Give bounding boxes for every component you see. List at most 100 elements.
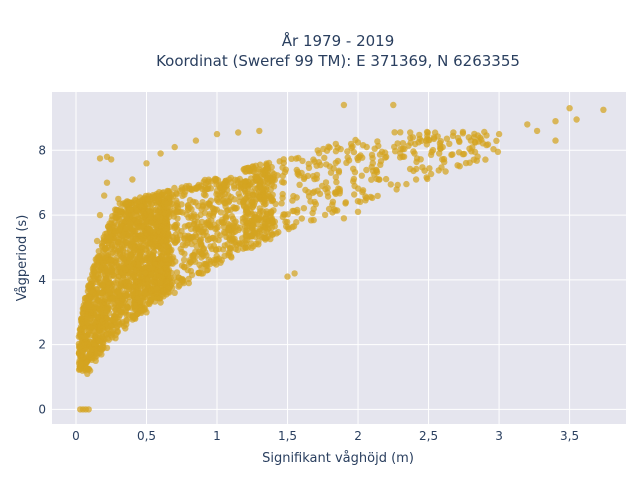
data-point <box>121 290 128 297</box>
data-point <box>358 172 365 179</box>
data-point <box>116 312 124 319</box>
data-point <box>247 175 255 182</box>
data-point <box>198 251 206 258</box>
data-point <box>187 186 194 193</box>
data-point <box>85 406 92 413</box>
data-point <box>293 219 300 226</box>
data-point <box>375 176 382 183</box>
data-point <box>600 106 607 114</box>
data-point <box>139 209 147 216</box>
chart-title-line-1: År 1979 - 2019 <box>282 31 395 50</box>
data-point <box>439 143 446 151</box>
data-point <box>438 164 445 171</box>
data-point <box>166 203 174 210</box>
data-point <box>143 230 151 237</box>
data-point <box>304 172 311 180</box>
data-point <box>396 154 404 161</box>
data-point <box>305 160 312 168</box>
data-point <box>377 158 385 165</box>
data-point <box>80 302 88 309</box>
data-point <box>117 282 124 290</box>
data-point <box>268 231 276 238</box>
data-point <box>221 252 228 260</box>
data-point <box>524 121 531 128</box>
data-point <box>86 309 94 316</box>
data-point <box>199 229 207 236</box>
data-point <box>373 169 381 176</box>
data-point <box>342 200 349 207</box>
data-point <box>374 192 381 200</box>
data-point <box>114 213 121 221</box>
data-point <box>359 187 367 194</box>
data-point <box>242 227 249 235</box>
y-axis-title: Vågperiod (s) <box>15 215 30 302</box>
data-point <box>149 191 157 199</box>
data-point <box>470 156 477 163</box>
data-point <box>456 163 463 170</box>
data-point <box>305 193 313 200</box>
data-point <box>310 216 317 224</box>
data-point <box>119 319 126 326</box>
data-point <box>242 237 249 245</box>
data-point <box>300 205 308 212</box>
data-point <box>141 289 148 297</box>
data-point <box>421 167 428 174</box>
data-point <box>108 241 116 249</box>
data-point <box>159 189 166 197</box>
data-point <box>134 295 141 303</box>
data-point <box>263 228 270 235</box>
data-point <box>363 166 370 174</box>
data-point <box>172 238 179 246</box>
data-point <box>430 134 438 141</box>
data-point <box>85 328 92 335</box>
data-point <box>111 229 118 237</box>
x-tick-labels: 0 0,5 1 1,5 2 2,5 3 3,5 <box>72 429 579 443</box>
data-point <box>100 247 107 255</box>
data-point <box>178 201 185 208</box>
data-point <box>232 228 239 235</box>
data-point <box>289 207 296 215</box>
data-point <box>462 159 470 167</box>
data-point <box>225 226 232 233</box>
data-point <box>221 179 229 187</box>
data-point <box>177 208 184 216</box>
data-point <box>89 271 96 278</box>
data-point <box>226 244 234 251</box>
data-point <box>220 196 227 203</box>
data-point <box>162 217 169 225</box>
data-point <box>131 254 138 261</box>
data-point <box>321 211 329 219</box>
data-point <box>483 132 490 139</box>
data-point <box>344 148 351 155</box>
data-point <box>228 254 235 261</box>
data-point <box>161 256 169 263</box>
data-point <box>104 268 111 275</box>
data-point <box>459 128 467 136</box>
data-point <box>163 278 170 285</box>
x-tick-label: 0,5 <box>137 429 156 443</box>
data-point <box>533 127 541 135</box>
data-point <box>126 277 133 285</box>
data-point <box>310 156 317 163</box>
data-point <box>412 176 420 183</box>
data-point <box>185 279 192 287</box>
data-point <box>431 129 439 136</box>
data-point <box>210 242 218 249</box>
data-point <box>469 144 476 151</box>
data-point <box>471 148 479 156</box>
data-point <box>122 325 129 332</box>
data-point <box>200 178 207 185</box>
data-point <box>263 192 270 200</box>
data-point <box>150 252 157 260</box>
data-point <box>245 217 253 224</box>
data-point <box>111 263 118 271</box>
data-point <box>125 283 132 290</box>
data-point <box>190 198 197 205</box>
data-point <box>179 192 186 199</box>
data-point <box>426 137 433 144</box>
data-point <box>270 176 277 183</box>
data-point <box>126 271 133 279</box>
x-tick-label: 1,5 <box>278 429 297 443</box>
data-point <box>427 170 435 178</box>
